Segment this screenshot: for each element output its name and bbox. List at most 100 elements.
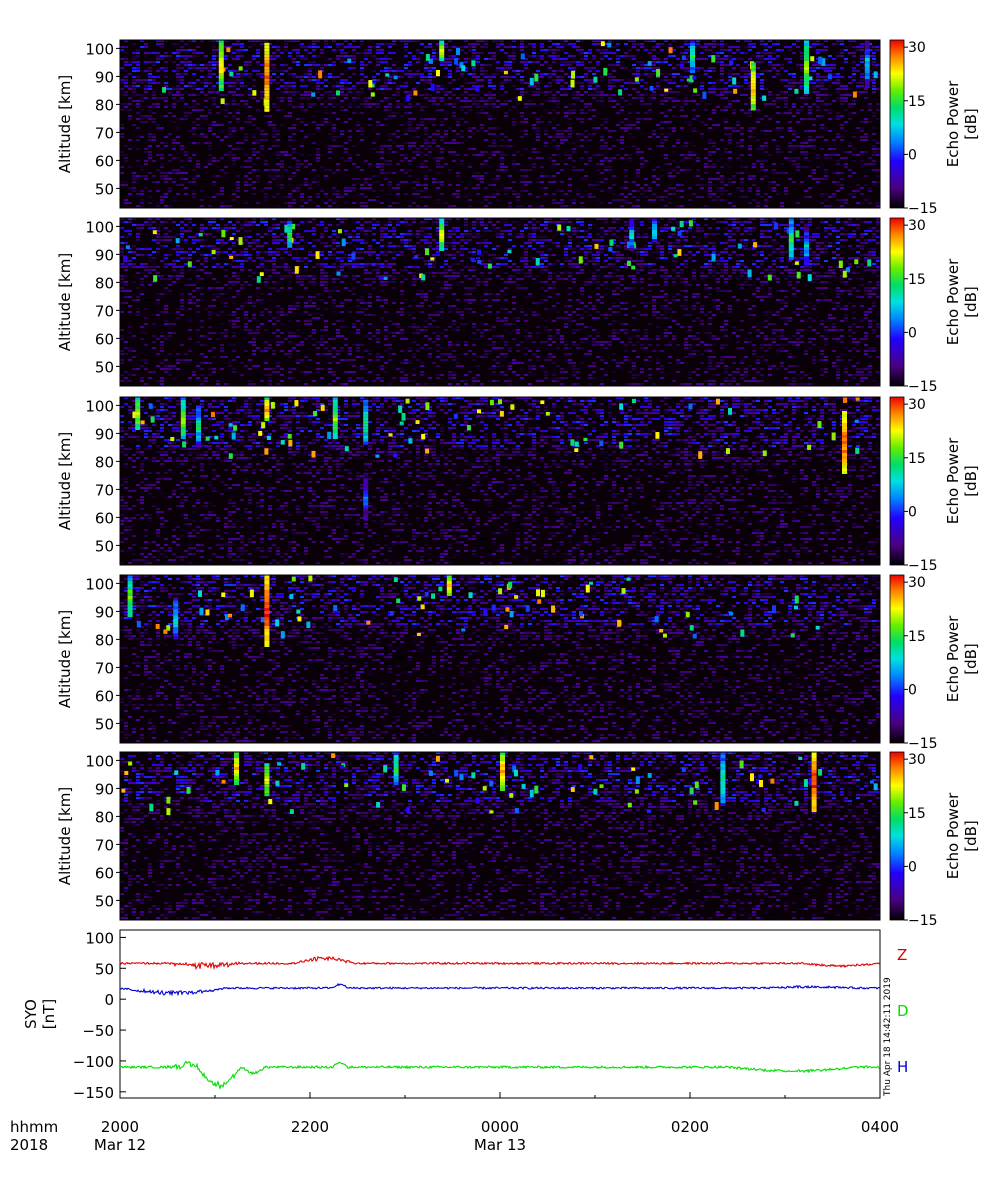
echo-spots: [123, 220, 872, 283]
echo-spots: [136, 575, 820, 639]
y-tick-label: 70: [95, 302, 114, 320]
timestamp: Thu Apr 18 14:42:11 2019: [883, 977, 893, 1097]
y-tick-label: 70: [95, 124, 114, 142]
echo-noise: [120, 218, 880, 385]
echo-noise: [120, 397, 880, 564]
echo-column: [446, 575, 452, 596]
mag-y-tick-label: 0: [104, 991, 114, 1009]
y-tick-label: 50: [95, 180, 114, 198]
radar-panel-1: 50 60 70 80 90 100 Altitude [km] 30 15 0 −15 Echo P…: [56, 39, 980, 217]
echo-noise: [120, 752, 880, 919]
colorbar-tick-label: 30: [908, 397, 926, 413]
colorbar-label: Echo Power: [944, 437, 962, 524]
echo-column: [720, 752, 726, 806]
time-tick-date: Mar 13: [474, 1136, 526, 1154]
colorbar-tick-label: 30: [908, 575, 926, 591]
colorbar-unit: [dB]: [962, 643, 980, 675]
mag-frame: [119, 929, 881, 1099]
mag-series-label-d: D: [897, 1002, 909, 1020]
y-axis-label: Altitude [km]: [56, 253, 74, 351]
echo-column: [264, 397, 270, 421]
colorbar-tick-label: −15: [908, 736, 938, 752]
y-tick-label: 70: [95, 836, 114, 854]
colorbar-label: Echo Power: [944, 258, 962, 345]
colorbar-tick-label: 0: [908, 504, 917, 520]
y-tick-label: 100: [85, 397, 114, 415]
echo-column: [439, 218, 445, 251]
echo-column: [393, 752, 399, 785]
colorbar-label: Echo Power: [944, 792, 962, 879]
echo-column: [652, 218, 657, 242]
echo-column: [234, 752, 239, 785]
echo-column: [864, 40, 870, 88]
colorbar-tick-label: 15: [908, 629, 926, 645]
radar-panel-4: 50 60 70 80 90 100 Altitude [km] 30 15 0 −15 Echo P…: [56, 574, 980, 752]
echo-column: [173, 597, 179, 640]
y-tick-label: 60: [95, 509, 114, 527]
colorbar-tick-label: 15: [908, 451, 926, 467]
radar-panel-2: 50 60 70 80 90 100 Altitude [km] 30 15 0 −15 Echo P…: [56, 217, 980, 395]
colorbar-unit: [dB]: [962, 465, 980, 497]
mag-y-tick-label: −50: [82, 1022, 114, 1040]
y-tick-label: 100: [85, 40, 114, 58]
echo-spots: [121, 753, 878, 816]
colorbar-label: Echo Power: [944, 80, 962, 167]
y-tick-label: 100: [85, 575, 114, 593]
echo-column: [127, 575, 133, 617]
colorbar-unit: [dB]: [962, 108, 980, 140]
echo-spots: [132, 397, 860, 459]
colorbar-tick-label: −15: [908, 913, 938, 929]
y-tick-label: 80: [95, 631, 114, 649]
echo-column: [135, 397, 141, 430]
mag-series-label-z: Z: [897, 946, 907, 964]
magnetometer-panel: 100 50 0 −50 −100 −150 SYO [nT] Z D H: [22, 929, 909, 1101]
y-tick-label: 80: [95, 453, 114, 471]
y-axis-label: Altitude [km]: [56, 75, 74, 173]
y-tick-label: 100: [85, 752, 114, 770]
colorbar-tick-label: −15: [908, 379, 938, 395]
colorbar-tick-label: 0: [908, 859, 917, 875]
y-tick-label: 90: [95, 603, 114, 621]
echo-column: [690, 40, 695, 73]
colorbar-unit: [dB]: [962, 820, 980, 852]
y-tick-label: 60: [95, 864, 114, 882]
echo-column: [804, 226, 809, 269]
time-tick-label: 2200: [291, 1118, 329, 1136]
colorbar: [889, 39, 905, 209]
colorbar-tick-label: 0: [908, 147, 917, 163]
echo-column: [500, 752, 505, 791]
colorbar-tick-label: 30: [908, 40, 926, 56]
time-tick-label: 0400: [861, 1118, 899, 1136]
mag-y-tick-label: 50: [95, 960, 114, 978]
mag-y-label: SYO: [22, 999, 40, 1029]
mag-y-tick-label: 100: [85, 929, 114, 947]
colorbar-label: Echo Power: [944, 615, 962, 702]
echo-column: [363, 399, 369, 445]
colorbar-tick-label: 30: [908, 218, 926, 234]
colorbar: [889, 217, 905, 387]
colorbar-tick-label: 15: [908, 272, 926, 288]
radar-panel-5: 50 60 70 80 90 100 Altitude [km] 30 15 0 −15 Echo P…: [56, 751, 980, 929]
echo-column: [750, 62, 756, 111]
y-axis-label: Altitude [km]: [56, 787, 74, 885]
y-tick-label: 90: [95, 425, 114, 443]
y-tick-label: 90: [95, 246, 114, 264]
time-tick-label: 0200: [671, 1118, 709, 1136]
time-tick-label: 2000: [101, 1118, 139, 1136]
echo-column: [332, 397, 338, 439]
echo-column: [264, 42, 270, 112]
echo-column: [287, 220, 293, 248]
y-tick-label: 70: [95, 659, 114, 677]
mag-y-unit: [nT]: [40, 999, 58, 1029]
colorbar: [889, 751, 905, 921]
year-label: 2018: [10, 1136, 48, 1154]
y-tick-label: 50: [95, 358, 114, 376]
colorbar: [889, 574, 905, 744]
mag-y-tick-label: −100: [73, 1053, 114, 1071]
y-tick-label: 80: [95, 808, 114, 826]
echo-column: [811, 752, 817, 812]
colorbar-tick-label: 15: [908, 94, 926, 110]
panel-frame: [119, 396, 881, 566]
echo-column: [842, 411, 847, 474]
